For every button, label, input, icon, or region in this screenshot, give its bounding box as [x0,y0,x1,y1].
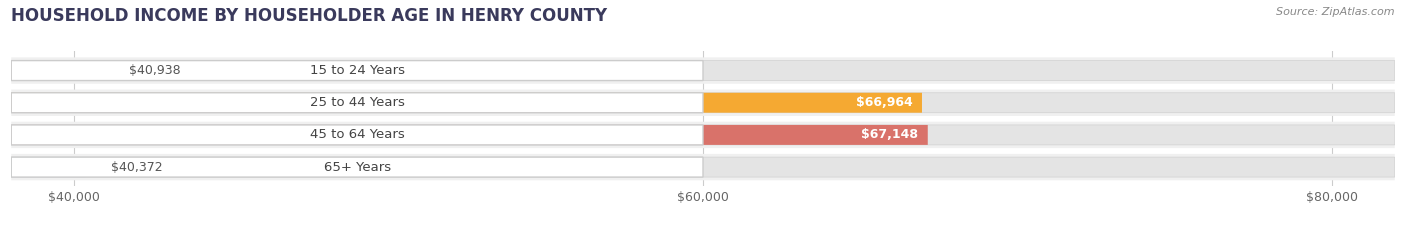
Text: 65+ Years: 65+ Years [323,161,391,174]
FancyBboxPatch shape [11,61,1395,81]
Text: Source: ZipAtlas.com: Source: ZipAtlas.com [1277,7,1395,17]
FancyBboxPatch shape [11,93,922,113]
Text: $66,964: $66,964 [856,96,912,109]
FancyBboxPatch shape [11,122,1395,148]
FancyBboxPatch shape [11,154,1395,180]
FancyBboxPatch shape [11,125,1395,145]
FancyBboxPatch shape [11,93,1395,113]
FancyBboxPatch shape [11,157,703,177]
FancyBboxPatch shape [11,125,928,145]
Text: HOUSEHOLD INCOME BY HOUSEHOLDER AGE IN HENRY COUNTY: HOUSEHOLD INCOME BY HOUSEHOLDER AGE IN H… [11,7,607,25]
Text: $40,372: $40,372 [111,161,163,174]
Text: $40,938: $40,938 [129,64,180,77]
Text: 45 to 64 Years: 45 to 64 Years [309,128,405,141]
FancyBboxPatch shape [11,61,104,81]
Text: 25 to 44 Years: 25 to 44 Years [309,96,405,109]
FancyBboxPatch shape [11,93,703,113]
FancyBboxPatch shape [11,157,1395,177]
Text: 15 to 24 Years: 15 to 24 Years [309,64,405,77]
FancyBboxPatch shape [11,57,1395,84]
Text: $67,148: $67,148 [862,128,918,141]
FancyBboxPatch shape [11,61,703,81]
FancyBboxPatch shape [11,89,1395,116]
FancyBboxPatch shape [11,157,86,177]
FancyBboxPatch shape [11,125,703,145]
